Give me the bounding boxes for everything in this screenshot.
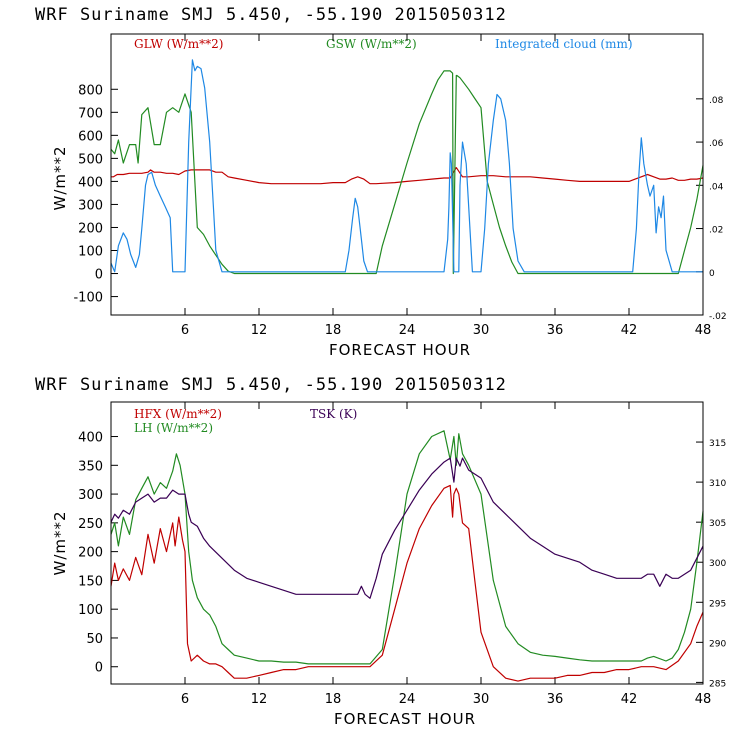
- top-x-tick-label: 18: [325, 323, 342, 338]
- top-legend-glw: GLW (W/m**2): [134, 37, 223, 51]
- top-x-tick-label: 48: [695, 323, 712, 338]
- top-x-tick-label: 36: [547, 323, 564, 338]
- bottom-legend-lh: LH (W/m**2): [134, 421, 213, 435]
- top-y-tick-label: 700: [78, 106, 103, 121]
- bottom-y2-tick-label: 290: [709, 639, 726, 649]
- bottom-panel: WRF Suriname SMJ 5.450, -55.190 20150503…: [35, 375, 726, 728]
- bottom-y-tick-label: 350: [78, 459, 103, 474]
- top-y-tick-label: 200: [78, 221, 103, 236]
- bottom-series-hfx: [110, 484, 704, 682]
- bottom-plot-frame: [110, 401, 704, 685]
- top-y2-tick-label: .04: [709, 182, 724, 192]
- top-plot-frame: [110, 33, 704, 316]
- bottom-y-tick-label: 400: [78, 431, 103, 446]
- top-series-gsw: [110, 70, 704, 275]
- bottom-y-tick-label: 50: [86, 632, 103, 647]
- bottom-series-lh: [110, 430, 704, 665]
- top-y2-tick-label: .06: [709, 139, 724, 149]
- bottom-chart-title: WRF Suriname SMJ 5.450, -55.190 20150503…: [35, 375, 507, 395]
- bottom-legend-hfx: HFX (W/m**2): [134, 407, 222, 421]
- top-series-integrated: [110, 59, 703, 273]
- bottom-y2-tick-label: 310: [709, 479, 726, 489]
- bottom-x-tick-label: 48: [695, 692, 712, 707]
- top-series-glw: [111, 167, 704, 185]
- top-x-axis-label: FORECAST HOUR: [329, 341, 471, 359]
- bottom-x-tick-label: 30: [473, 692, 490, 707]
- bottom-y-tick-label: 150: [78, 574, 103, 589]
- bottom-y2-tick-label: 285: [709, 679, 726, 689]
- bottom-x-tick-label: 12: [251, 692, 268, 707]
- bottom-y2-tick-label: 295: [709, 599, 726, 609]
- bottom-y-tick-label: 300: [78, 488, 103, 503]
- bottom-x-tick-label: 18: [325, 692, 342, 707]
- top-y-tick-label: 800: [78, 83, 103, 98]
- bottom-y2-tick-label: 315: [709, 439, 726, 449]
- top-x-tick-label: 42: [621, 323, 638, 338]
- bottom-legend-tsk: TSK (K): [310, 407, 357, 421]
- bottom-y2-tick-label: 300: [709, 559, 726, 569]
- top-y-tick-label: 0: [95, 268, 103, 283]
- top-legend-cloud: Integrated cloud (mm): [495, 37, 633, 51]
- bottom-y-tick-label: 100: [78, 603, 103, 618]
- bottom-x-tick-label: 36: [547, 692, 564, 707]
- top-y2-tick-label: .08: [709, 96, 724, 106]
- top-y-tick-label: 500: [78, 152, 103, 167]
- top-y-tick-label: 300: [78, 198, 103, 213]
- top-y2-tick-label: 0: [709, 269, 715, 279]
- bottom-x-tick-label: 24: [399, 692, 416, 707]
- bottom-y-tick-label: 0: [95, 661, 103, 676]
- top-y-tick-label: 400: [78, 175, 103, 190]
- top-ticks: 6 12 18 24 30 36 42 48 -100 0 100 200 300 400 500 600 70…: [73, 34, 727, 338]
- bottom-y-tick-label: 250: [78, 517, 103, 532]
- bottom-series: [110, 430, 704, 682]
- bottom-x-axis-label: FORECAST HOUR: [334, 710, 476, 728]
- top-chart-title: WRF Suriname SMJ 5.450, -55.190 20150503…: [35, 5, 507, 25]
- top-y2-tick-label: -.02: [709, 312, 727, 322]
- top-x-tick-label: 24: [399, 323, 416, 338]
- bottom-x-tick-label: 6: [181, 692, 189, 707]
- bottom-y2-tick-label: 305: [709, 519, 726, 529]
- bottom-y-tick-label: 200: [78, 546, 103, 561]
- top-y-axis-label: W/m**2: [51, 145, 69, 210]
- top-y-tick-label: -100: [73, 291, 103, 306]
- top-legend-gsw: GSW (W/m**2): [326, 37, 417, 51]
- top-y-tick-label: 100: [78, 245, 103, 260]
- bottom-x-tick-label: 42: [621, 692, 638, 707]
- top-x-tick-label: 6: [181, 323, 189, 338]
- top-x-tick-label: 12: [251, 323, 268, 338]
- bottom-y-axis-label: W/m**2: [51, 510, 69, 575]
- top-panel: WRF Suriname SMJ 5.450, -55.190 20150503…: [35, 5, 727, 359]
- top-series: [110, 59, 704, 275]
- top-x-tick-label: 30: [473, 323, 490, 338]
- bottom-series-tsk: [110, 457, 704, 599]
- top-y2-tick-label: .02: [709, 226, 723, 236]
- bottom-ticks: 6 12 18 24 30 36 42 48 0 50 100 150 200 250 300 350 400 2…: [78, 402, 726, 707]
- top-y-tick-label: 600: [78, 129, 103, 144]
